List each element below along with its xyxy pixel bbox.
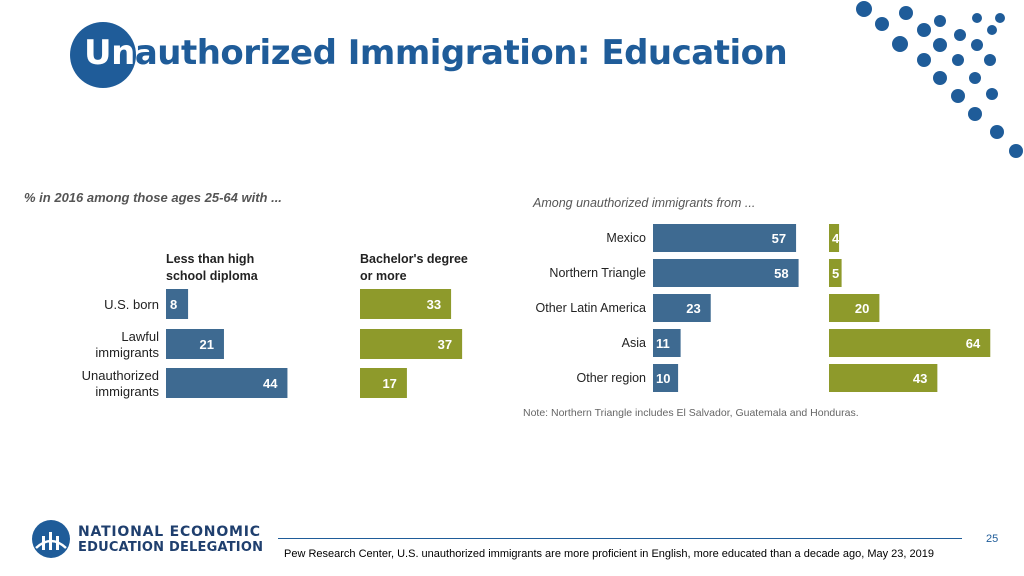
dot-7 [954,29,966,41]
right-bar-0-2 [653,294,711,322]
left-category-2-0: Unauthorized [82,368,159,383]
dot-3 [972,13,982,23]
left-bar-0-2 [166,368,288,398]
left-value-1-0: 33 [427,297,441,312]
right-value-1-1: 5 [832,266,839,281]
dot-1 [899,6,913,20]
logo-line-2: EDUCATION DELEGATION [78,540,264,555]
left-bar-0-0 [166,289,189,319]
right-value-0-3: 11 [656,336,670,351]
left-legend-1-1: or more [360,269,407,283]
left-bar-1-2 [360,368,407,398]
left-value-1-2: 17 [382,376,396,391]
right-bar-1-1 [829,259,842,287]
title-rest: authorized Immigration: Education [134,33,788,73]
decorative-dots [856,1,1023,158]
right-bar-1-4 [829,364,938,392]
dot-13 [952,54,964,66]
dot-6 [917,23,931,37]
left-category-1-0: Lawful [121,329,159,344]
right-value-0-2: 23 [686,301,700,316]
right-value-0-0: 57 [772,231,786,246]
left-subtitle: % in 2016 among those ages 25-64 with ..… [24,190,282,205]
right-category-4: Other region [577,371,647,385]
dot-18 [986,88,998,100]
title-text: Unauthorized Immigration: Education [84,33,788,73]
dot-4 [995,13,1005,23]
dot-0 [856,1,872,17]
right-bar-0-1 [653,259,799,287]
dot-12 [917,53,931,67]
left-bar-0-1 [166,329,224,359]
education-charts: % in 2016 among those ages 25-64 with ..… [24,190,991,419]
dot-20 [990,125,1004,139]
dot-8 [987,25,997,35]
logo-line-1: NATIONAL ECONOMIC [78,524,261,540]
right-category-2: Other Latin America [536,301,647,315]
left-value-0-0: 8 [170,297,177,312]
left-legend-0-1: school diploma [166,269,259,283]
dot-21 [1009,144,1023,158]
footer-divider [278,538,962,539]
left-bar-1-0 [360,289,452,319]
right-bar-1-3 [829,329,991,357]
dot-19 [968,107,982,121]
right-value-1-3: 64 [966,336,981,351]
left-category-0-0: U.S. born [104,297,159,312]
right-subtitle: Among unauthorized immigrants from ... [532,196,755,210]
logo-icon [32,520,70,558]
right-value-1-2: 20 [855,301,869,316]
dot-17 [951,89,965,103]
right-bar-1-0 [829,224,840,252]
dot-9 [892,36,908,52]
right-category-1: Northern Triangle [549,266,646,280]
left-value-0-2: 44 [263,376,278,391]
right-value-0-1: 58 [774,266,788,281]
dot-2 [934,15,946,27]
dot-10 [933,38,947,52]
right-category-3: Asia [622,336,646,350]
right-note: Note: Northern Triangle includes El Salv… [523,407,859,419]
left-bar-1-1 [360,329,463,359]
left-legend-1-0: Bachelor's degree [360,252,468,266]
dot-14 [984,54,996,66]
right-bar-0-4 [653,364,679,392]
title-first: Un [84,33,135,73]
right-value-1-4: 43 [913,371,927,386]
right-bar-0-0 [653,224,797,252]
dot-11 [971,39,983,51]
right-bar-0-3 [653,329,681,357]
title-circle [70,22,136,88]
dot-15 [933,71,947,85]
left-value-0-1: 21 [199,337,213,352]
left-value-1-1: 37 [438,337,452,352]
right-bar-1-2 [829,294,880,322]
right-value-0-4: 10 [656,371,670,386]
logo-text: NATIONAL ECONOMIC EDUCATION DELEGATION [78,524,263,556]
source-citation: Pew Research Center, U.S. unauthorized i… [284,548,934,560]
left-category-1-1: immigrants [95,345,159,360]
dot-16 [969,72,981,84]
left-legend-0-0: Less than high [166,252,254,266]
page-number: 25 [986,533,999,545]
right-value-1-0: 4 [832,231,840,246]
dot-5 [875,17,889,31]
right-category-0: Mexico [606,231,646,245]
left-category-2-1: immigrants [95,384,159,399]
